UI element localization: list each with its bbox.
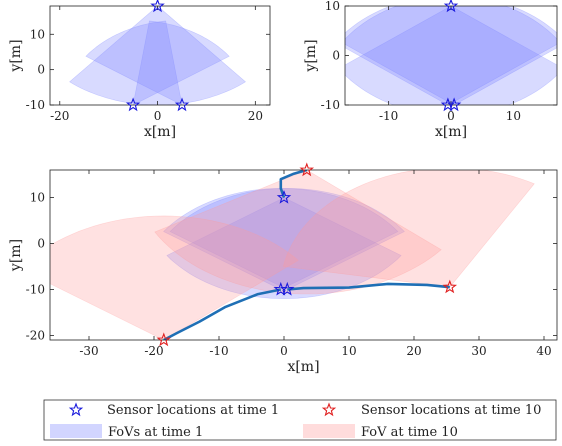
panel-top-left: -20 0 20 -10 0 10 x[m] y[m] bbox=[8, 0, 271, 140]
trajectory-1 bbox=[163, 288, 282, 340]
fov-time-1-0 bbox=[345, 6, 557, 105]
y-axis-label: y[m] bbox=[8, 239, 24, 272]
y-axis-label: y[m] bbox=[303, 39, 319, 72]
legend-label-sensors-time-10: Sensor locations at time 10 bbox=[361, 403, 541, 418]
fov-time-10-0 bbox=[154, 170, 442, 295]
sensor-time-1-0 bbox=[276, 190, 292, 204]
fov-time-1-1 bbox=[132, 20, 230, 105]
legend-label-fov-time-1: FoVs at time 1 bbox=[108, 425, 203, 440]
fov-time-10-1 bbox=[50, 215, 299, 340]
legend: Sensor locations at time 1 Sensor locati… bbox=[43, 399, 557, 441]
legend-star-time-1 bbox=[68, 402, 84, 417]
x-tick-label: 20 bbox=[406, 344, 421, 358]
y-tick-label: 10 bbox=[30, 191, 45, 205]
x-axis-label: x[m] bbox=[435, 124, 467, 140]
x-tick-label: -10 bbox=[209, 344, 228, 358]
legend-label-fov-time-10: FoV at time 10 bbox=[361, 425, 458, 440]
fov-time-1-2 bbox=[85, 20, 183, 105]
trajectory-0 bbox=[279, 170, 308, 199]
legend-star-time-10-icon bbox=[321, 402, 337, 417]
x-tick-label: -20 bbox=[144, 344, 163, 358]
sensor-time-1-2 bbox=[279, 281, 295, 296]
panel-bottom: -30 -20 -10 0 10 20 30 40 -20 -10 0 10 x[m] y[m] bbox=[8, 162, 558, 375]
fov-time-10-2 bbox=[282, 170, 535, 288]
plot-area bbox=[50, 170, 535, 340]
x-tick-label: 40 bbox=[536, 344, 551, 358]
fov-time-1-1 bbox=[345, 6, 557, 105]
panel-top-right: -10 0 10 -10 0 10 x[m] y[m] bbox=[303, 0, 558, 140]
x-axis-label: x[m] bbox=[144, 124, 176, 140]
trajectory-2 bbox=[287, 282, 450, 291]
fov-time-1-0 bbox=[166, 197, 402, 299]
sensor-time-10-0 bbox=[299, 162, 315, 177]
x-tick-label: 20 bbox=[248, 109, 263, 123]
sensor-time-1-1 bbox=[125, 97, 141, 112]
y-axis-label: y[m] bbox=[8, 39, 24, 72]
y-tick-label: 10 bbox=[30, 27, 45, 41]
sensor-time-10-2 bbox=[442, 279, 458, 294]
y-tick-label: 0 bbox=[37, 63, 45, 77]
plot-area bbox=[69, 6, 247, 105]
legend-patch-fov-time-10 bbox=[303, 424, 355, 438]
x-tick-label: 10 bbox=[341, 344, 356, 358]
axes-frame bbox=[49, 5, 271, 106]
legend-label-sensors-time-1: Sensor locations at time 1 bbox=[107, 403, 279, 418]
y-tick-label: -20 bbox=[26, 328, 45, 342]
legend-star-time-1-icon bbox=[68, 402, 84, 417]
sensor-time-1-0 bbox=[443, 0, 459, 13]
x-tick-label: 30 bbox=[471, 344, 486, 358]
x-tick-label: -10 bbox=[379, 109, 398, 123]
y-tick-label: 0 bbox=[37, 237, 45, 251]
x-tick-label: -30 bbox=[79, 344, 98, 358]
sensor-time-1-2 bbox=[446, 97, 462, 112]
x-axis-label: x[m] bbox=[287, 359, 319, 375]
legend-patch-fov-time-1 bbox=[50, 424, 102, 438]
legend-box bbox=[43, 399, 557, 441]
x-tick-label: -20 bbox=[50, 109, 69, 123]
x-tick-label: 0 bbox=[280, 344, 288, 358]
fov-time-1-2 bbox=[169, 188, 405, 290]
sensor-time-1-2 bbox=[174, 97, 190, 112]
plot-area bbox=[345, 6, 557, 105]
y-tick-label: -10 bbox=[321, 98, 340, 112]
sensor-time-1-0 bbox=[150, 0, 165, 13]
y-tick-label: 0 bbox=[332, 49, 340, 63]
x-tick-label: 0 bbox=[154, 109, 162, 123]
y-tick-label: 10 bbox=[325, 0, 340, 13]
legend-star-time-10 bbox=[321, 402, 337, 417]
sensor-time-10-1 bbox=[156, 332, 172, 347]
fov-time-1-2 bbox=[345, 6, 557, 105]
x-tick-label: 0 bbox=[447, 109, 455, 123]
y-tick-label: -10 bbox=[26, 98, 45, 112]
x-tick-label: 10 bbox=[506, 109, 521, 123]
fov-time-1-0 bbox=[69, 6, 247, 105]
y-tick-label: -10 bbox=[26, 282, 45, 296]
